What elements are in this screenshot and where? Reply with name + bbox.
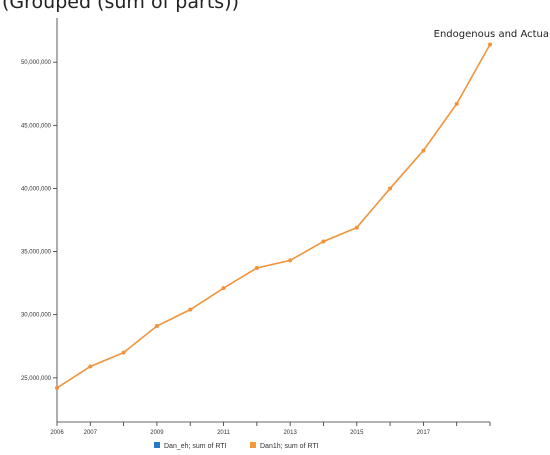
x-tick-label: 2007 — [84, 430, 98, 436]
data-point — [188, 307, 193, 312]
series-end-label: Endogenous and Actua — [434, 29, 549, 40]
data-point — [154, 324, 159, 329]
data-point — [421, 148, 426, 153]
legend: Dan_eh; sum of RTI Dan1h; sum of RTI — [154, 442, 319, 450]
data-point — [288, 258, 293, 263]
data-point — [321, 239, 326, 244]
y-tick-label: 25,000,000 — [21, 376, 52, 382]
x-tick-label: 2015 — [350, 430, 364, 436]
legend-swatch — [250, 442, 256, 448]
data-point — [454, 101, 459, 106]
data-point — [55, 385, 59, 390]
y-tick-label: 35,000,000 — [21, 250, 52, 256]
y-tick-label: 45,000,000 — [21, 123, 52, 129]
x-tick-label: 2006 — [50, 430, 64, 436]
x-tick-label: 2009 — [150, 430, 164, 436]
series-line — [56, 44, 491, 389]
data-point — [221, 286, 226, 291]
y-axis: 25,000,000 30,000,000 35,000,000 40,000,000… — [21, 18, 58, 422]
x-axis: 2006 2007 2009 2011 2013 2015 2017 — [50, 421, 491, 436]
y-tick-label: 50,000,000 — [21, 60, 52, 66]
legend-label: Dan_eh; sum of RTI — [164, 443, 227, 450]
data-point — [388, 186, 393, 191]
x-tick-label: 2017 — [417, 430, 431, 436]
data-point — [488, 42, 492, 47]
page-title: (Grouped (sum of parts)) — [2, 0, 239, 13]
data-point — [354, 225, 359, 230]
x-tick-label: 2011 — [217, 430, 231, 436]
data-point — [121, 350, 126, 355]
data-point — [254, 265, 259, 270]
legend-label: Dan1h; sum of RTI — [260, 443, 319, 450]
legend-swatch — [154, 442, 160, 448]
series-layer — [55, 42, 492, 390]
x-tick-label: 2013 — [283, 430, 297, 436]
y-tick-label: 30,000,000 — [21, 313, 52, 319]
y-tick-label: 40,000,000 — [21, 186, 52, 192]
data-point — [88, 364, 93, 369]
